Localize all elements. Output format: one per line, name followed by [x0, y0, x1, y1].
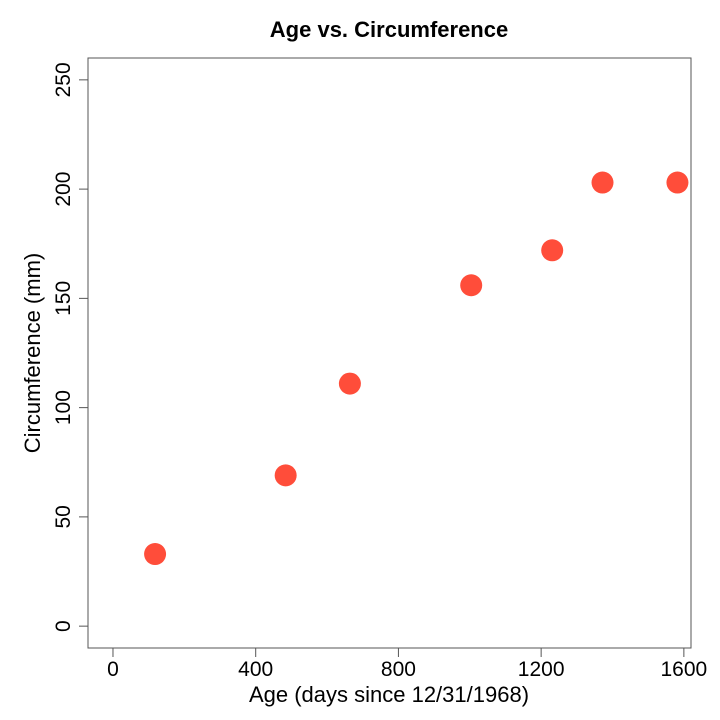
y-tick-label: 150 — [52, 281, 75, 316]
data-point — [274, 464, 297, 487]
chart-title: Age vs. Circumference — [270, 17, 508, 42]
data-point — [338, 372, 361, 395]
x-axis-ticks: 0 400 800 1200 1600 — [107, 648, 707, 681]
plot-frame — [87, 57, 692, 649]
y-axis-ticks: 0 50 100 150 200 250 — [52, 62, 88, 632]
data-point — [144, 543, 167, 566]
y-tick-label: 100 — [52, 390, 75, 425]
data-points — [144, 171, 689, 566]
data-point — [541, 239, 564, 262]
data-point — [591, 171, 614, 194]
y-tick-label: 0 — [52, 620, 75, 632]
x-tick-label: 1200 — [518, 658, 565, 681]
x-tick-label: 800 — [381, 658, 416, 681]
x-tick-label: 1600 — [661, 658, 708, 681]
x-tick-label: 0 — [107, 658, 119, 681]
x-axis-label: Age (days since 12/31/1968) — [249, 682, 529, 707]
y-axis-label: Circumference (mm) — [20, 253, 45, 453]
y-tick-label: 250 — [52, 62, 75, 97]
y-tick-label: 200 — [52, 172, 75, 207]
y-tick-label: 50 — [52, 505, 75, 528]
x-tick-label: 400 — [238, 658, 273, 681]
data-point — [666, 171, 689, 194]
data-point — [460, 274, 483, 297]
